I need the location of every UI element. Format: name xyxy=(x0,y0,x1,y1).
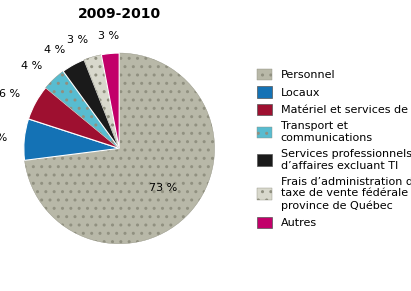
Text: 3 %: 3 % xyxy=(67,36,88,45)
Legend: Personnel, Locaux, Matériel et services de TI, Transport et
communications, Serv: Personnel, Locaux, Matériel et services … xyxy=(257,69,411,228)
Wedge shape xyxy=(102,53,119,148)
Wedge shape xyxy=(46,71,119,148)
Text: 7 %: 7 % xyxy=(0,133,7,143)
Wedge shape xyxy=(28,88,119,148)
Wedge shape xyxy=(63,60,119,148)
Title: 2009-2010: 2009-2010 xyxy=(78,7,161,21)
Wedge shape xyxy=(25,53,215,244)
Text: 4 %: 4 % xyxy=(44,45,65,55)
Text: 4 %: 4 % xyxy=(21,61,42,71)
Wedge shape xyxy=(24,119,119,160)
Text: 6 %: 6 % xyxy=(0,89,21,99)
Wedge shape xyxy=(84,55,119,148)
Text: 73 %: 73 % xyxy=(150,182,178,193)
Text: 3 %: 3 % xyxy=(98,31,119,41)
